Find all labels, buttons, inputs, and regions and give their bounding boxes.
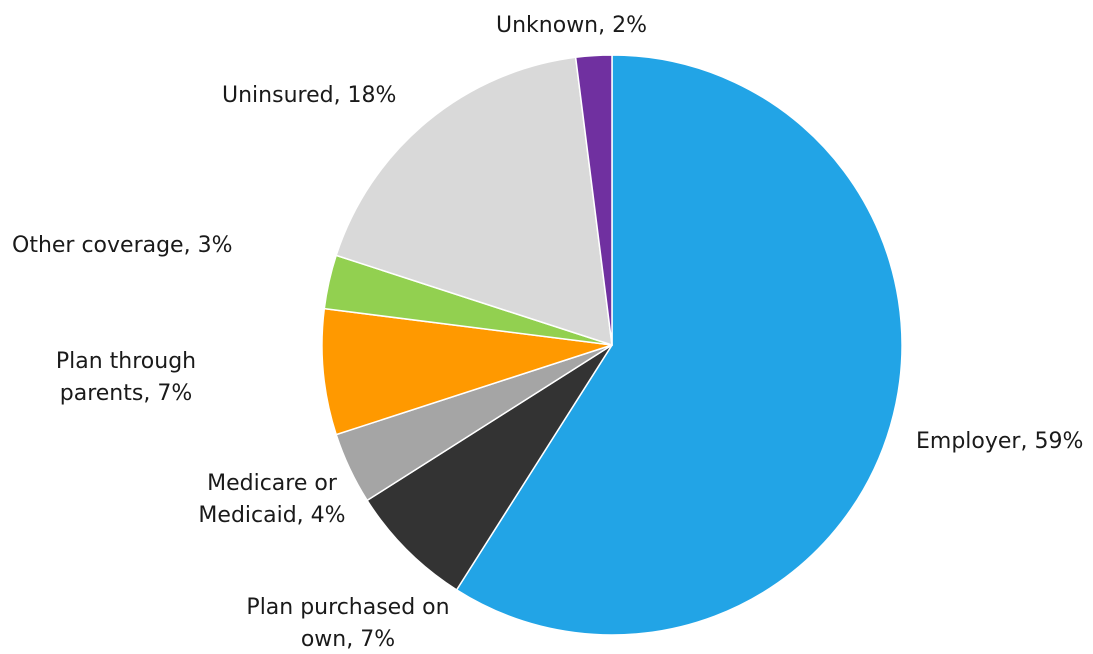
slice-labels: Employer, 59% Plan purchased on own, 7% Med… — [12, 13, 1083, 652]
pie-slice — [366, 344, 613, 591]
slice-label-line: Medicare or — [207, 471, 338, 496]
pie-slice — [574, 54, 613, 346]
slice-label-line: Unknown, 2% — [496, 13, 647, 38]
pie-slice — [321, 307, 613, 436]
slice-label: Uninsured, 18% — [222, 83, 396, 108]
slice-label-line: Plan purchased on — [246, 595, 449, 620]
slice-label-line: own, 7% — [301, 627, 395, 652]
slice-label-line: Uninsured, 18% — [222, 83, 396, 108]
pie-slice — [455, 54, 903, 636]
slice-label-line: Medicaid, 4% — [198, 503, 345, 528]
slice-label: Plan purchased on own, 7% — [246, 595, 449, 652]
pie-slices — [321, 54, 903, 636]
slice-label: Employer, 59% — [916, 429, 1083, 454]
slice-label: Unknown, 2% — [496, 13, 647, 38]
slice-label-line: Plan through — [56, 349, 196, 374]
slice-label: Plan through parents, 7% — [56, 349, 196, 406]
slice-label: Medicare or Medicaid, 4% — [198, 471, 345, 528]
slice-label-line: Other coverage, 3% — [12, 233, 232, 258]
slice-label: Other coverage, 3% — [12, 233, 232, 258]
slice-label-line: parents, 7% — [60, 381, 192, 406]
slice-label-line: Employer, 59% — [916, 429, 1083, 454]
pie-slice — [335, 56, 613, 347]
